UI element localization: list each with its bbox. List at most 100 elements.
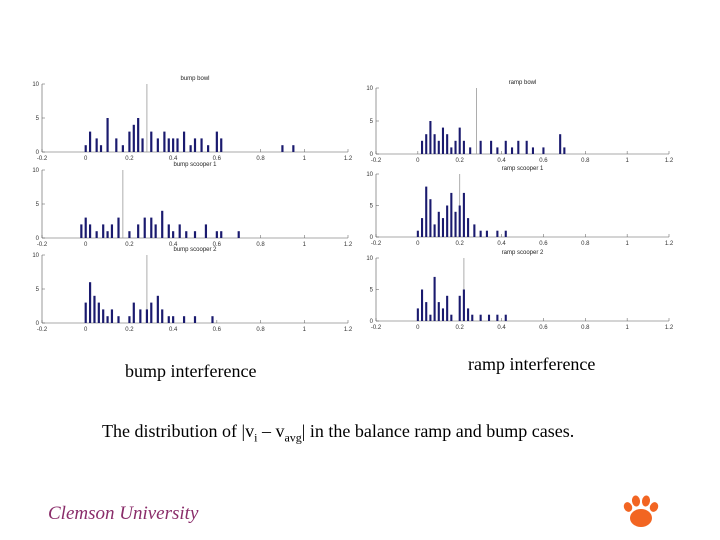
histogram-bar	[167, 316, 170, 323]
histogram-bar	[156, 295, 159, 323]
x-tick-label: 1.2	[344, 156, 353, 162]
x-tick-label: 0.2	[125, 156, 134, 162]
x-tick-label: -0.2	[371, 158, 382, 164]
histogram-bar	[462, 289, 465, 321]
histogram-bar	[139, 309, 142, 323]
histogram-bar	[106, 316, 109, 323]
histogram-bar	[132, 124, 135, 152]
panel-title: ramp bowl	[509, 80, 537, 86]
histogram-bar	[115, 138, 118, 152]
y-tick-label: 0	[36, 236, 40, 242]
y-tick-label: 10	[32, 82, 39, 88]
x-tick-label: 0.6	[539, 241, 548, 247]
x-tick-label: 1	[625, 241, 629, 247]
histogram-bar	[150, 302, 153, 323]
x-tick-label: 0.8	[581, 158, 590, 164]
x-tick-label: 1	[303, 242, 307, 248]
histogram-bar	[425, 186, 428, 237]
histogram-bar	[215, 231, 218, 238]
histogram-bar	[420, 289, 424, 321]
x-tick-label: 1.2	[665, 241, 674, 247]
y-tick-label: 0	[36, 321, 40, 327]
histogram-bar	[200, 138, 203, 152]
histogram-bar	[416, 308, 419, 321]
histogram-bar	[102, 309, 105, 323]
distribution-caption: The distribution of |vi – vavg| in the b…	[102, 421, 575, 445]
histogram-bar	[458, 127, 461, 154]
y-tick-label: 0	[370, 319, 374, 325]
histogram-bar	[84, 145, 87, 152]
histogram-bar	[88, 282, 92, 323]
histogram-bar	[467, 218, 470, 237]
histogram-bar	[525, 140, 528, 154]
y-tick-label: 5	[36, 202, 40, 208]
histogram-bar	[220, 138, 223, 152]
y-tick-label: 5	[370, 204, 374, 210]
x-tick-label: 1.2	[665, 158, 674, 164]
histogram-bar	[462, 140, 465, 154]
histogram-bar	[487, 314, 491, 321]
histogram-bar	[433, 134, 436, 154]
histogram-bar	[563, 147, 566, 154]
histogram-bar	[193, 231, 197, 238]
x-tick-label: 0.4	[497, 158, 506, 164]
histogram-bar	[167, 224, 170, 238]
histogram-bar	[446, 134, 449, 154]
histogram-bar	[156, 138, 159, 152]
histogram-bar	[172, 316, 175, 323]
x-tick-label: 0.2	[125, 327, 134, 333]
histogram-bar	[128, 131, 131, 152]
histogram-bar	[462, 192, 465, 237]
histogram-bar	[150, 131, 153, 152]
histogram-bar	[467, 308, 470, 321]
histogram-bar	[172, 231, 175, 238]
histogram-bar	[471, 314, 474, 321]
x-tick-label: 0	[84, 156, 88, 162]
histogram-bar	[106, 118, 109, 152]
histogram-bar	[441, 218, 445, 237]
y-tick-label: 10	[32, 168, 39, 174]
x-tick-label: 0	[416, 241, 420, 247]
y-tick-label: 10	[366, 172, 373, 178]
x-tick-label: 0.2	[456, 158, 465, 164]
histogram-bar	[454, 211, 457, 237]
histogram-bar	[473, 224, 476, 237]
x-tick-label: -0.2	[37, 242, 48, 248]
bump-interference-caption: bump interference	[125, 361, 257, 381]
histogram-bar	[446, 295, 449, 321]
x-tick-label: 0.6	[213, 242, 222, 248]
x-tick-label: 0.8	[581, 325, 590, 331]
histogram-bar	[106, 231, 109, 238]
histogram-bar	[167, 138, 170, 152]
histogram-bar	[102, 224, 105, 238]
histogram-bar	[215, 131, 218, 152]
histogram-bar	[204, 224, 208, 238]
histogram-bar	[559, 134, 562, 154]
histogram-bar	[95, 138, 98, 152]
histogram-bar	[132, 302, 135, 323]
x-tick-label: 1	[625, 325, 629, 331]
y-tick-label: 5	[36, 287, 40, 293]
histogram-bar	[172, 138, 175, 152]
y-tick-label: 10	[366, 86, 373, 92]
histogram-bar	[281, 145, 284, 152]
x-tick-label: 0.4	[497, 241, 506, 247]
histogram-bar	[154, 224, 157, 238]
histogram-bar	[542, 147, 545, 154]
histogram-bar	[496, 230, 499, 237]
footer-university-name: Clemson University	[48, 503, 199, 524]
histogram-bar	[182, 316, 186, 323]
histogram-bar	[479, 230, 482, 237]
x-tick-label: 0	[416, 325, 420, 331]
x-tick-label: 0.8	[256, 327, 265, 333]
x-tick-label: 0.6	[213, 156, 222, 162]
histogram-bar	[479, 314, 482, 321]
histogram-bar	[429, 314, 432, 321]
histogram-bar	[84, 217, 87, 238]
y-tick-label: 0	[370, 235, 374, 241]
histogram-bar	[163, 131, 166, 152]
histogram-bar	[207, 145, 210, 152]
histogram-bar	[425, 302, 428, 321]
histogram-bar	[99, 145, 103, 152]
